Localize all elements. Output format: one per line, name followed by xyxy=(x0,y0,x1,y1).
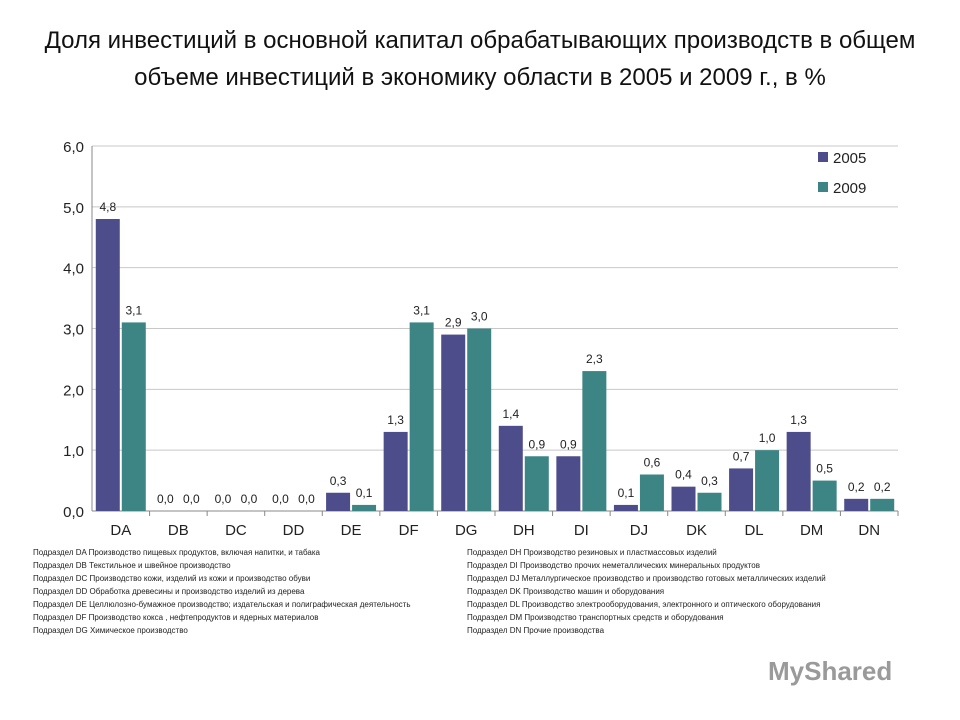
x-tick-label: DK xyxy=(686,522,707,539)
bar-2005-DF xyxy=(383,431,408,511)
x-tick-label: DA xyxy=(110,522,131,539)
x-tick-label: DI xyxy=(574,522,589,539)
bar-2009-DA xyxy=(121,322,146,511)
data-label: 0,1 xyxy=(618,486,635,500)
bar-2005-DI xyxy=(556,456,581,511)
footnote: Подраздел DH Производство резиновых и пл… xyxy=(467,548,717,557)
data-label: 0,2 xyxy=(848,480,865,494)
x-tick-label: DE xyxy=(341,522,362,539)
data-label: 0,9 xyxy=(528,437,545,451)
footnote: Подраздел DE Целлюлозно-бумажное произво… xyxy=(33,600,411,609)
data-label: 2,9 xyxy=(445,316,462,330)
legend-swatch xyxy=(818,182,828,192)
y-tick-label: 1,0 xyxy=(63,443,84,460)
footnote: Подраздел DN Прочие производства xyxy=(467,626,605,635)
data-label: 0,3 xyxy=(701,474,718,488)
data-label: 0,7 xyxy=(733,449,750,463)
bar-2009-DG xyxy=(467,328,492,511)
bar-2009-DJ xyxy=(639,474,664,511)
bar-2005-DK xyxy=(671,486,696,511)
data-label: 3,0 xyxy=(471,310,488,324)
bar-2009-DH xyxy=(524,456,549,511)
footnote: Подраздел DI Производство прочих неметал… xyxy=(467,561,760,570)
footnotes-left: Подраздел DA Производство пищевых продук… xyxy=(33,546,453,637)
bar-2005-DH xyxy=(498,425,523,511)
footnotes-right: Подраздел DH Производство резиновых и пл… xyxy=(467,546,927,637)
data-label: 0,5 xyxy=(816,462,833,476)
data-label: 0,4 xyxy=(675,468,692,482)
data-label: 0,0 xyxy=(298,492,315,506)
data-label: 3,1 xyxy=(413,303,430,317)
x-tick-label: DD xyxy=(283,522,305,539)
x-tick-label: DG xyxy=(455,522,478,539)
y-tick-label: 6,0 xyxy=(63,139,84,156)
x-tick-label: DB xyxy=(168,522,189,539)
x-tick-label: DJ xyxy=(630,522,648,539)
footnote: Подраздел DM Производство транспортных с… xyxy=(467,613,724,622)
x-tick-label: DH xyxy=(513,522,535,539)
data-label: 0,3 xyxy=(330,474,347,488)
bar-2005-DG xyxy=(441,334,466,511)
legend-label: 2005 xyxy=(833,150,866,167)
bar-2009-DF xyxy=(409,322,434,511)
footnote: Подраздел DK Производство машин и оборуд… xyxy=(467,587,665,596)
footnote: Подраздел DF Производство кокса , нефтеп… xyxy=(33,613,319,622)
data-label: 0,0 xyxy=(241,492,258,506)
x-tick-label: DC xyxy=(225,522,247,539)
footnote: Подраздел DD Обработка древесины и произ… xyxy=(33,587,305,596)
y-tick-label: 0,0 xyxy=(63,504,84,521)
chart-title: Доля инвестиций в основной капитал обраб… xyxy=(44,27,916,91)
x-tick-label: DL xyxy=(744,522,763,539)
footnote: Подраздел DL Производство электрооборудо… xyxy=(467,600,821,609)
bar-2005-DN xyxy=(844,498,869,511)
data-label: 0,6 xyxy=(644,456,661,470)
bar-2009-DN xyxy=(870,498,895,511)
bar-2009-DK xyxy=(697,492,722,511)
data-label: 0,2 xyxy=(874,480,891,494)
bar-2005-DL xyxy=(729,468,754,511)
data-label: 0,9 xyxy=(560,437,577,451)
data-label: 2,3 xyxy=(586,352,603,366)
watermark-logo: MyShared xyxy=(768,656,893,686)
footnote: Подраздел DB Текстильное и швейное произ… xyxy=(33,561,231,570)
footnote: Подраздел DJ Металлургическое производст… xyxy=(467,574,826,583)
bar-2005-DE xyxy=(326,492,351,511)
legend-label: 2009 xyxy=(833,180,866,197)
legend-swatch xyxy=(818,152,828,162)
y-tick-label: 4,0 xyxy=(63,261,84,278)
data-label: 1,0 xyxy=(759,431,776,445)
bar-2005-DM xyxy=(786,431,811,511)
x-tick-label: DF xyxy=(399,522,419,539)
data-label: 1,3 xyxy=(387,413,404,427)
data-label: 3,1 xyxy=(125,303,142,317)
bar-2005-DA xyxy=(95,219,120,511)
data-label: 0,0 xyxy=(183,492,200,506)
footnote: Подраздел DC Производство кожи, изделий … xyxy=(33,574,311,583)
data-label: 1,3 xyxy=(790,413,807,427)
data-label: 1,4 xyxy=(502,407,519,421)
bar-2009-DM xyxy=(812,480,837,511)
bar-2009-DL xyxy=(755,450,780,511)
data-label: 0,1 xyxy=(356,486,373,500)
bar-2005-DJ xyxy=(613,504,638,511)
bar-2009-DI xyxy=(582,371,607,511)
y-tick-label: 3,0 xyxy=(63,322,84,339)
data-label: 0,0 xyxy=(157,492,174,506)
footnote: Подраздел DG Химическое производство xyxy=(33,626,188,635)
bar-2009-DE xyxy=(352,504,377,511)
data-label: 0,0 xyxy=(272,492,289,506)
y-tick-label: 2,0 xyxy=(63,382,84,399)
data-label: 0,0 xyxy=(215,492,232,506)
footnote: Подраздел DA Производство пищевых продук… xyxy=(33,548,320,557)
x-tick-label: DM xyxy=(800,522,823,539)
data-label: 4,8 xyxy=(99,200,116,214)
y-tick-label: 5,0 xyxy=(63,200,84,217)
x-tick-label: DN xyxy=(858,522,880,539)
